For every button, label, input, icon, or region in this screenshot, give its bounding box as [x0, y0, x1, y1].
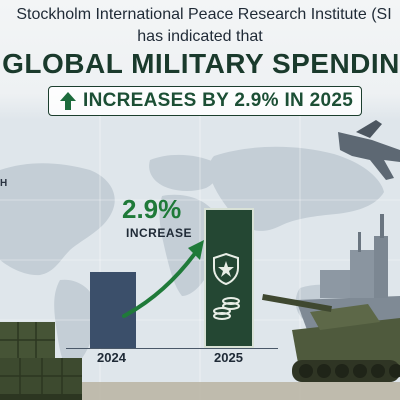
chart-baseline: [66, 348, 278, 349]
source-line-continued: has indicated that: [137, 28, 263, 45]
source-line: Stockholm International Peace Research I…: [16, 6, 392, 23]
category-label-2025: 2025: [214, 350, 243, 365]
increase-banner-text: INCREASES BY 2.9% IN 2025: [83, 90, 354, 111]
increase-banner: INCREASES BY 2.9% IN 2025: [48, 86, 362, 116]
coin-stack-icon: [213, 297, 240, 320]
arrow-up-icon: [60, 92, 76, 110]
bar-2025: [204, 208, 254, 348]
category-label-2024: 2024: [97, 350, 126, 365]
bar-2024: [90, 272, 136, 348]
shield-star-icon: [213, 252, 239, 286]
spending-chart: 2.9% INCREASE 2024 2025: [60, 190, 280, 370]
header: Stockholm International Peace Research I…: [0, 0, 400, 120]
increase-value: 2.9%: [122, 194, 182, 224]
headline: GLOBAL MILITARY SPENDIN: [2, 48, 400, 79]
side-label: H: [0, 178, 8, 189]
increase-label: INCREASE: [126, 226, 193, 240]
growth-arrow-icon: [122, 240, 204, 318]
